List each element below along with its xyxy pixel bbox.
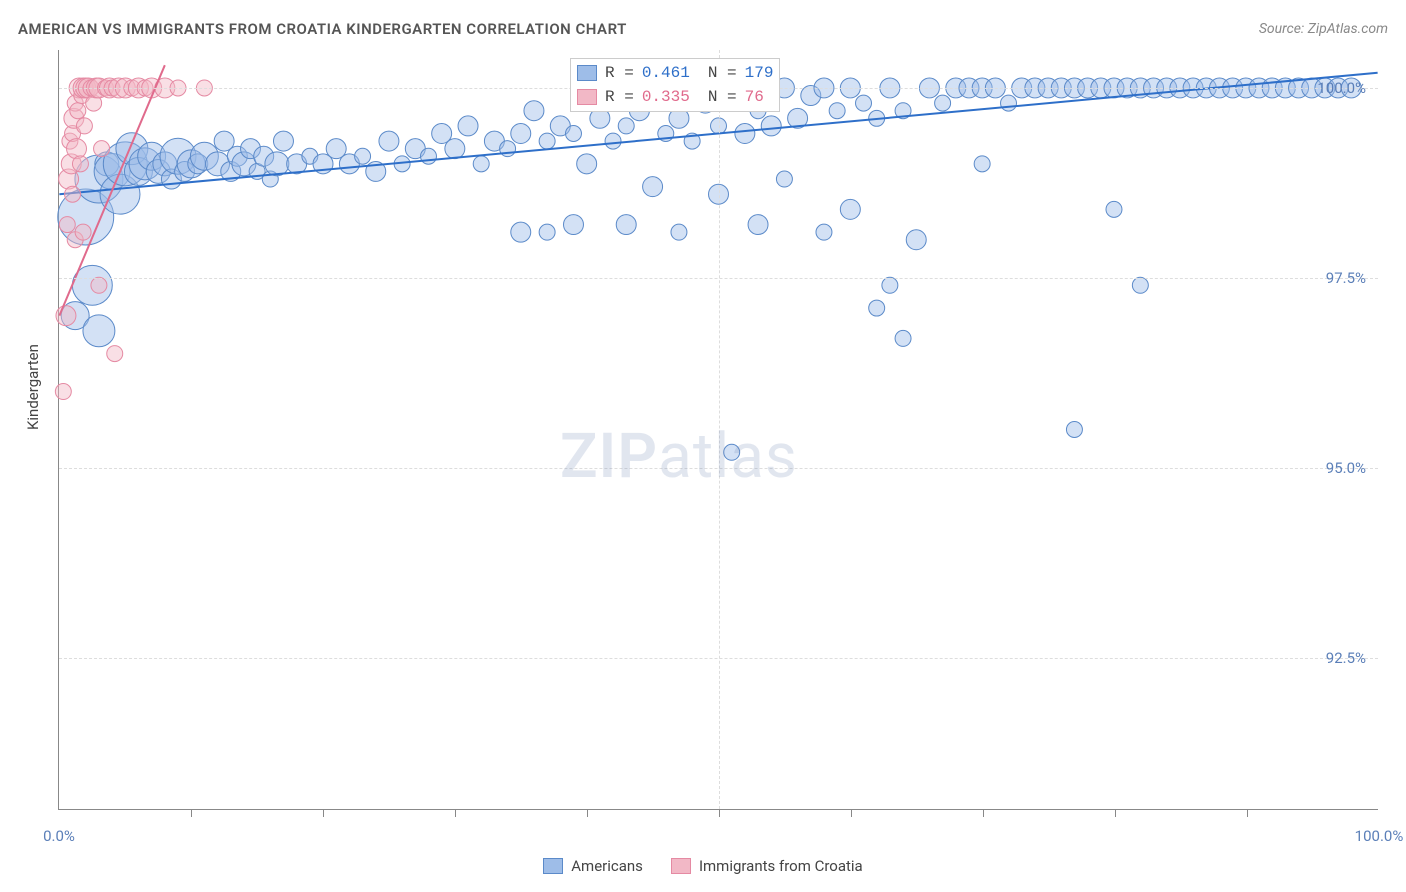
data-point-croatia bbox=[76, 118, 92, 134]
legend-label: Immigrants from Croatia bbox=[699, 857, 863, 875]
x-tick bbox=[587, 809, 588, 817]
data-point-americans bbox=[935, 95, 951, 111]
x-tick bbox=[719, 809, 720, 817]
plot-area: 92.5%95.0%97.5%100.0%0.0%100.0% bbox=[58, 50, 1378, 810]
data-point-americans bbox=[445, 139, 465, 159]
data-point-americans bbox=[761, 116, 781, 136]
n-label: N = bbox=[708, 88, 737, 106]
chart-title: AMERICAN VS IMMIGRANTS FROM CROATIA KIND… bbox=[18, 20, 627, 38]
data-point-americans bbox=[265, 152, 289, 176]
legend-row: R = 0.335 N = 76 bbox=[577, 85, 773, 109]
x-tick bbox=[1247, 809, 1248, 817]
data-point-americans bbox=[882, 277, 898, 293]
data-point-americans bbox=[273, 131, 293, 151]
legend-item: Immigrants from Croatia bbox=[671, 857, 863, 875]
legend-swatch bbox=[671, 858, 691, 874]
x-tick-label: 100.0% bbox=[1355, 827, 1404, 845]
data-point-americans bbox=[420, 148, 436, 164]
title-bar: AMERICAN VS IMMIGRANTS FROM CROATIA KIND… bbox=[18, 20, 1388, 38]
data-point-croatia bbox=[70, 103, 86, 119]
legend-swatch bbox=[577, 89, 597, 105]
data-point-croatia bbox=[72, 156, 88, 172]
data-point-croatia bbox=[91, 277, 107, 293]
data-point-americans bbox=[618, 118, 634, 134]
n-label: N = bbox=[708, 64, 737, 82]
data-point-americans bbox=[1066, 422, 1082, 438]
data-point-americans bbox=[724, 444, 740, 460]
x-tick-label: 0.0% bbox=[43, 827, 75, 845]
data-point-americans bbox=[511, 222, 531, 242]
data-point-americans bbox=[895, 330, 911, 346]
data-point-americans bbox=[829, 103, 845, 119]
source-label: Source: ZipAtlas.com bbox=[1259, 21, 1388, 37]
data-point-croatia bbox=[65, 186, 81, 202]
data-point-americans bbox=[816, 224, 832, 240]
y-tick-label: 95.0% bbox=[1326, 459, 1366, 477]
r-value: 0.461 bbox=[642, 64, 690, 82]
data-point-croatia bbox=[107, 346, 123, 362]
data-point-americans bbox=[605, 133, 621, 149]
data-point-americans bbox=[539, 133, 555, 149]
data-point-americans bbox=[473, 156, 489, 172]
data-point-americans bbox=[869, 300, 885, 316]
gridline-v bbox=[719, 50, 720, 809]
data-point-americans bbox=[83, 315, 115, 347]
data-point-americans bbox=[524, 101, 544, 121]
data-point-americans bbox=[974, 156, 990, 172]
r-label: R = bbox=[605, 64, 634, 82]
y-tick-label: 92.5% bbox=[1326, 649, 1366, 667]
legend-item: Americans bbox=[543, 857, 643, 875]
x-tick bbox=[1115, 809, 1116, 817]
data-point-americans bbox=[671, 224, 687, 240]
data-point-americans bbox=[856, 95, 872, 111]
data-point-americans bbox=[564, 215, 584, 235]
data-point-croatia bbox=[75, 224, 91, 240]
x-tick bbox=[455, 809, 456, 817]
data-point-americans bbox=[748, 215, 768, 235]
correlation-legend: R = 0.461 N = 179 R = 0.335 N = 76 bbox=[570, 58, 780, 112]
n-value: 179 bbox=[745, 64, 774, 82]
x-tick bbox=[983, 809, 984, 817]
data-point-croatia bbox=[59, 217, 75, 233]
data-point-americans bbox=[511, 124, 531, 144]
y-tick-label: 97.5% bbox=[1326, 269, 1366, 287]
data-point-croatia bbox=[55, 384, 71, 400]
data-point-americans bbox=[566, 126, 582, 142]
data-point-americans bbox=[1132, 277, 1148, 293]
data-point-americans bbox=[616, 215, 636, 235]
legend-row: R = 0.461 N = 179 bbox=[577, 61, 773, 85]
y-tick-label: 100.0% bbox=[1317, 79, 1366, 97]
r-value: 0.335 bbox=[642, 88, 690, 106]
data-point-americans bbox=[539, 224, 555, 240]
y-axis-label: Kindergarten bbox=[24, 344, 42, 430]
data-point-americans bbox=[735, 124, 755, 144]
x-tick bbox=[191, 809, 192, 817]
data-point-croatia bbox=[56, 306, 76, 326]
data-point-americans bbox=[643, 177, 663, 197]
data-point-americans bbox=[355, 148, 371, 164]
legend-swatch bbox=[543, 858, 563, 874]
n-value: 76 bbox=[745, 88, 764, 106]
x-tick bbox=[851, 809, 852, 817]
data-point-americans bbox=[1001, 95, 1017, 111]
data-point-americans bbox=[906, 230, 926, 250]
data-point-americans bbox=[379, 131, 399, 151]
x-tick bbox=[323, 809, 324, 817]
data-point-americans bbox=[458, 116, 478, 136]
data-point-americans bbox=[577, 154, 597, 174]
legend-swatch bbox=[577, 65, 597, 81]
data-point-croatia bbox=[94, 141, 110, 157]
data-point-americans bbox=[840, 199, 860, 219]
series-legend: Americans Immigrants from Croatia bbox=[0, 857, 1406, 878]
data-point-americans bbox=[776, 171, 792, 187]
data-point-americans bbox=[1106, 201, 1122, 217]
legend-label: Americans bbox=[571, 857, 643, 875]
r-label: R = bbox=[605, 88, 634, 106]
data-point-croatia bbox=[67, 139, 87, 159]
